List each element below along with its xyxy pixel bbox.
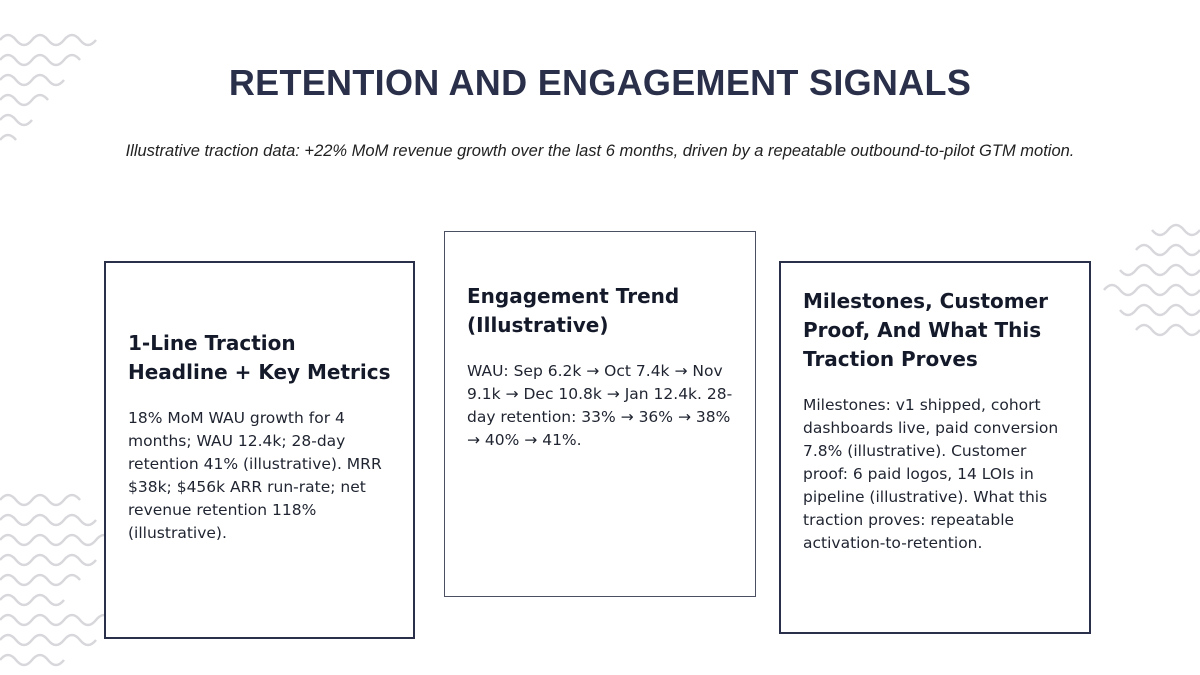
card: 1-Line Traction Headline + Key Metrics 1… (104, 261, 415, 639)
card-title: 1-Line Traction Headline + Key Metrics (128, 331, 391, 384)
card-body: WAU: Sep 6.2k → Oct 7.4k → Nov 9.1k → De… (467, 362, 733, 449)
subtitle: Illustrative traction data: +22% MoM rev… (125, 142, 1075, 160)
card-title: Milestones, Customer Proof, And What Thi… (803, 289, 1049, 371)
card: Milestones, Customer Proof, And What Thi… (779, 261, 1091, 634)
slide-title: RETENTION AND ENGAGEMENT SIGNALS (228, 62, 972, 103)
card-body: 18% MoM WAU growth for 4 months; WAU 12.… (128, 409, 382, 542)
card-body: Milestones: v1 shipped, cohort dashboard… (803, 396, 1059, 552)
card-title: Engagement Trend (Illustrative) (467, 284, 680, 337)
card: Engagement Trend (Illustrative) WAU: Sep… (444, 231, 756, 597)
